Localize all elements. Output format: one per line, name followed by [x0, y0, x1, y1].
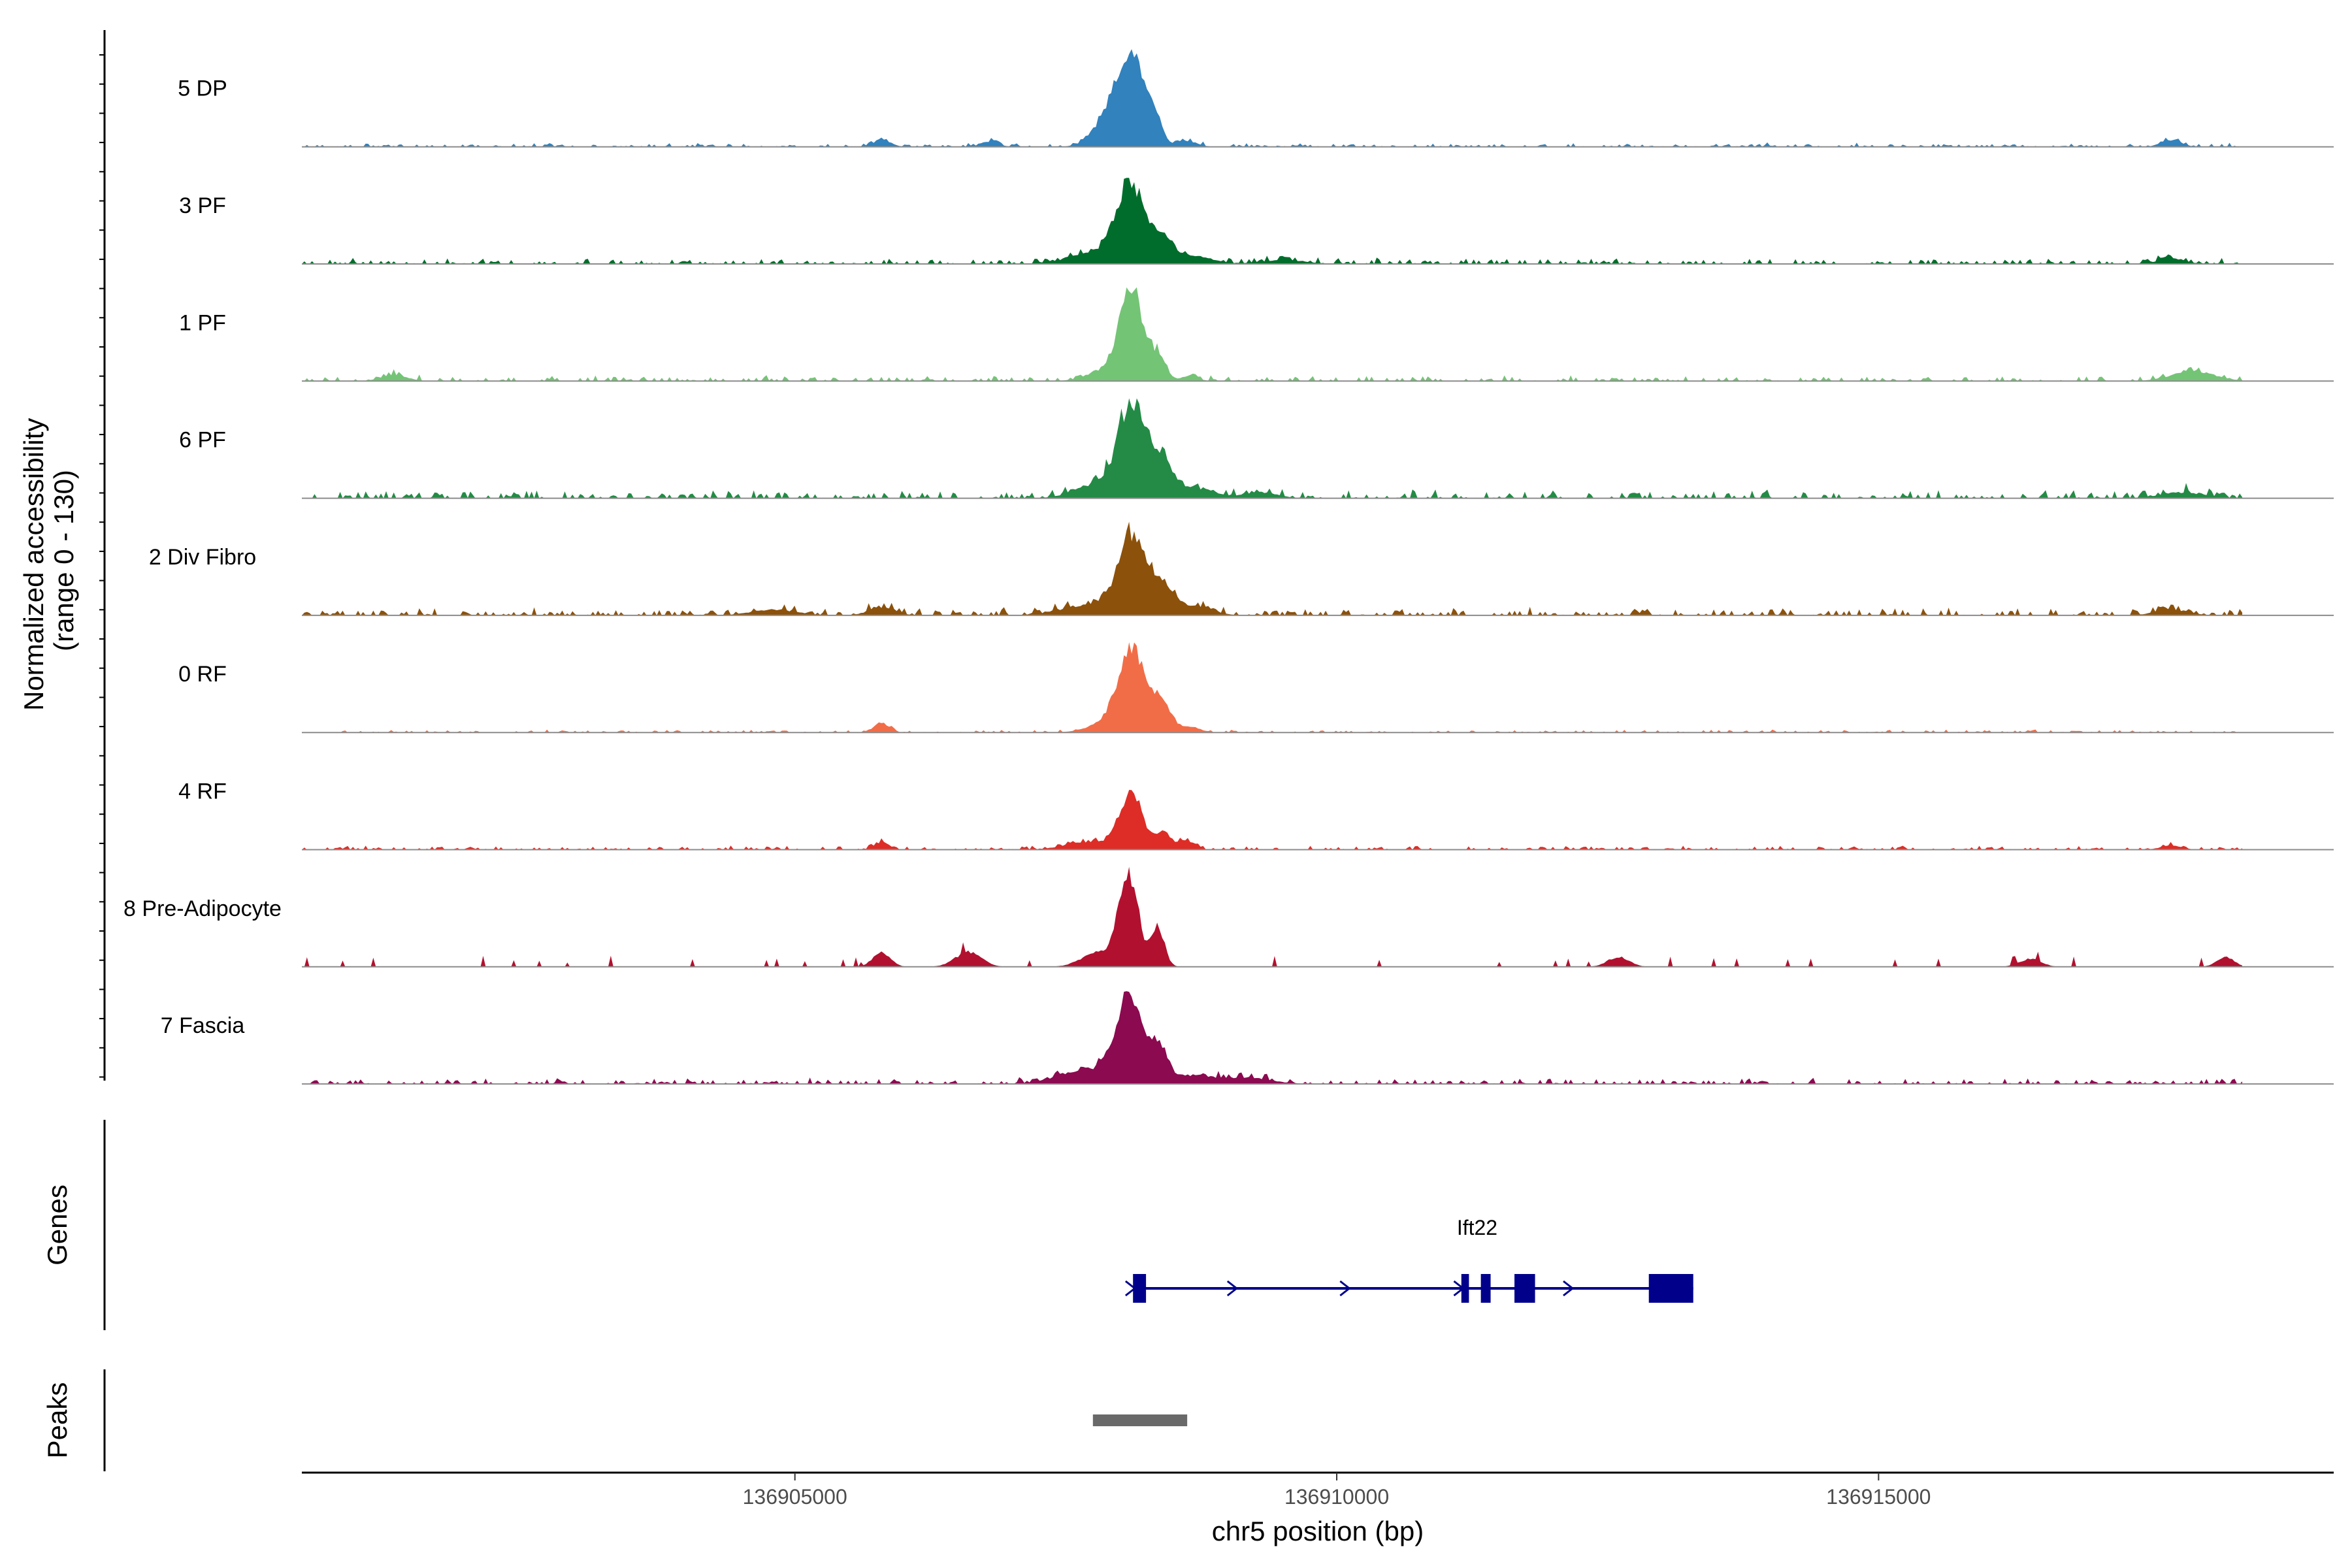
strand-arrow [1124, 1280, 1137, 1297]
coverage-area [302, 642, 2242, 733]
track-2-div-fibro: 2 Div Fibro [149, 521, 2334, 616]
track-label: 6 PF [179, 428, 226, 453]
coverage-y-label: Normalized accessibility (range 0 - 130) [18, 410, 79, 711]
track-5-dp: 5 DP [178, 49, 2334, 148]
x-tick-label: 136915000 [1826, 1485, 1931, 1509]
gene-exon [1133, 1274, 1147, 1303]
x-axis-label: chr5 position (bp) [1212, 1516, 1424, 1546]
x-tick-label: 136905000 [743, 1485, 847, 1509]
coverage-area [302, 521, 2242, 615]
track-3-pf: 3 PF [179, 178, 2334, 265]
gene-exon [1461, 1274, 1469, 1303]
gene-ift22: Ift22 [1124, 1216, 1693, 1303]
track-label: 4 RF [178, 779, 227, 804]
track-0-rf: 0 RF [178, 642, 2334, 734]
track-7-fascia: 7 Fascia [161, 991, 2334, 1085]
coverage-y-label-line2: (range 0 - 130) [48, 470, 79, 651]
coverage-area [302, 790, 2242, 850]
coverage-area [302, 287, 2242, 382]
genes-panel-label: Genes [42, 1184, 73, 1266]
coverage-y-ticks [99, 54, 105, 1078]
gene-models: Ift22 [1124, 1216, 1693, 1303]
x-tick-label: 136910000 [1284, 1485, 1389, 1509]
gene-exon [1514, 1274, 1535, 1303]
track-label: 0 RF [178, 662, 227, 687]
track-4-rf: 4 RF [178, 779, 2334, 851]
x-axis-ticks: 136905000 136910000 136915000 [743, 1473, 1931, 1509]
track-1-pf: 1 PF [179, 287, 2334, 382]
gene-exon [1480, 1274, 1491, 1303]
peak-region-bar [1092, 1414, 1188, 1426]
strand-arrow [1226, 1280, 1239, 1297]
track-label: 5 DP [178, 76, 227, 101]
track-label: 3 PF [179, 193, 226, 218]
strand-arrow [1453, 1280, 1465, 1297]
strand-arrow [1339, 1280, 1351, 1297]
track-label: 7 Fascia [161, 1013, 245, 1038]
coverage-tracks: 5 DP 3 PF 1 PF 6 PF 2 Div Fibro 0 RF 4 RF 8 Pre… [123, 49, 2334, 1085]
track-label: 8 Pre-Adipocyte [123, 896, 282, 921]
track-8-pre-adipocyte: 8 Pre-Adipocyte [123, 866, 2334, 968]
coverage-area [302, 991, 2242, 1085]
strand-arrow [1563, 1280, 1575, 1297]
gene-name-label: Ift22 [1457, 1216, 1497, 1239]
peak-regions [1092, 1414, 1188, 1426]
coverage-y-label-line1: Normalized accessibility [18, 418, 49, 711]
coverage-area [302, 398, 2242, 498]
coverage-area [302, 866, 2242, 967]
gene-exon [1648, 1274, 1693, 1303]
coverage-area [302, 178, 2242, 264]
track-label: 2 Div Fibro [149, 545, 256, 570]
peaks-panel-label: Peaks [42, 1382, 73, 1459]
coverage-area [302, 49, 2242, 147]
track-label: 1 PF [179, 310, 226, 335]
track-6-pf: 6 PF [179, 398, 2334, 499]
